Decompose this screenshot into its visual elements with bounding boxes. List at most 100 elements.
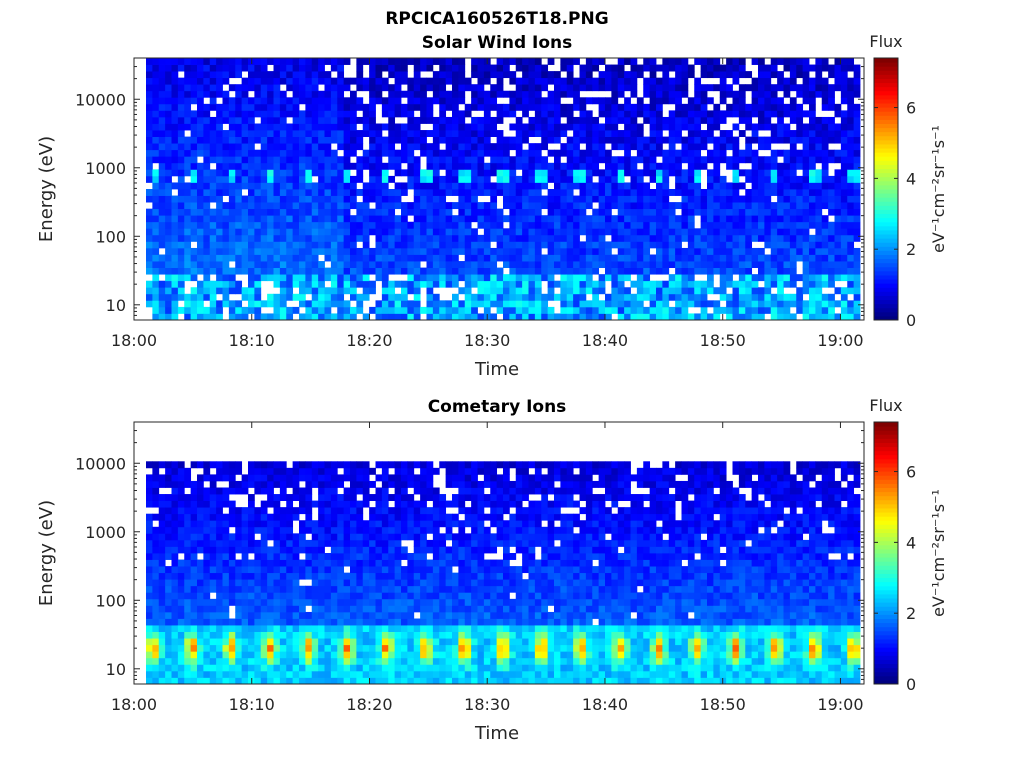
- heat-cell: [260, 97, 268, 105]
- heat-cell: [732, 280, 740, 288]
- heat-cell: [228, 162, 236, 170]
- heat-cell: [241, 293, 249, 301]
- heat-cell: [700, 71, 708, 79]
- heat-cell: [452, 84, 459, 92]
- heat-cell: [432, 136, 440, 144]
- heat-cell: [260, 169, 268, 177]
- colorbar-step: [874, 238, 898, 243]
- heat-cell: [324, 123, 332, 131]
- heat-cell: [165, 625, 172, 632]
- heat-cell: [330, 280, 338, 288]
- heat-cell: [477, 77, 485, 85]
- heat-cell: [209, 247, 217, 255]
- heat-cell: [853, 267, 861, 275]
- heat-cell: [190, 566, 198, 574]
- heat-cell: [248, 64, 255, 72]
- heat-cell: [853, 156, 861, 164]
- heat-cell: [643, 136, 651, 144]
- heat-cell: [643, 234, 651, 242]
- heat-cell: [598, 234, 606, 242]
- heat-cell: [228, 287, 236, 295]
- heat-cell: [146, 116, 153, 124]
- heat-cell: [324, 130, 332, 137]
- heat-cell: [745, 123, 753, 131]
- heat-cell: [241, 625, 249, 632]
- heat-cell: [694, 202, 702, 210]
- heat-cell: [362, 221, 370, 229]
- heat-cell: [286, 566, 294, 574]
- heat-cell: [726, 182, 733, 190]
- heat-cell: [560, 182, 568, 190]
- heat-cell: [356, 143, 364, 151]
- heat-cell: [311, 228, 319, 236]
- heat-cell: [394, 182, 402, 190]
- heat-cell: [375, 149, 383, 157]
- heat-cell: [356, 202, 364, 210]
- heat-cell: [158, 657, 166, 665]
- heat-cell: [228, 228, 236, 236]
- heat-cell: [758, 64, 765, 72]
- colorbar-step: [874, 123, 898, 129]
- heat-cell: [235, 546, 243, 554]
- heat-cell: [254, 467, 262, 475]
- heat-cell: [687, 64, 695, 72]
- heat-cell: [828, 149, 835, 157]
- heat-cell: [560, 280, 568, 288]
- heat-cell: [158, 189, 166, 196]
- heat-cell: [394, 149, 402, 157]
- heat-cell: [248, 208, 255, 216]
- heat-cell: [292, 566, 300, 574]
- heat-cell: [152, 559, 160, 567]
- heat-cell: [254, 162, 262, 170]
- heat-cell: [177, 651, 185, 659]
- heat-cell: [273, 664, 281, 672]
- heat-cell: [630, 143, 638, 151]
- heat-cell: [853, 306, 861, 314]
- heat-cell: [847, 202, 855, 210]
- heat-cell: [758, 110, 765, 118]
- heat-cell: [809, 90, 816, 98]
- heat-cell: [394, 136, 402, 144]
- heat-cell: [209, 474, 217, 482]
- heat-cell: [279, 494, 287, 501]
- heat-cell: [592, 208, 600, 216]
- heat-cell: [184, 84, 192, 92]
- heat-cell: [732, 247, 740, 255]
- heat-cell: [426, 143, 434, 151]
- heat-cell: [483, 90, 491, 98]
- heat-cell: [643, 293, 651, 301]
- heat-cell: [197, 592, 204, 600]
- heat-cell: [273, 136, 281, 144]
- heat-cell: [260, 58, 268, 65]
- heat-cell: [745, 71, 753, 79]
- heat-cell: [350, 77, 357, 85]
- heat-cell: [260, 182, 268, 190]
- heat-cell: [770, 293, 778, 301]
- heat-cell: [547, 103, 555, 111]
- heat-cell: [184, 234, 192, 242]
- heat-cell: [636, 182, 644, 190]
- heat-cell: [579, 123, 587, 131]
- heat-cell: [643, 189, 651, 196]
- heat-cell: [445, 136, 453, 144]
- heat-cell: [643, 215, 651, 223]
- heat-cell: [509, 110, 517, 118]
- heat-cell: [158, 526, 166, 534]
- heat-cell: [330, 182, 338, 190]
- heat-cell: [209, 526, 217, 534]
- heat-cell: [177, 280, 185, 288]
- heat-cell: [815, 58, 823, 65]
- heat-cell: [668, 58, 676, 65]
- heat-cell: [464, 162, 472, 170]
- heat-cell: [758, 221, 765, 229]
- heat-cell: [515, 90, 523, 98]
- heat-cell: [758, 215, 765, 223]
- heat-cell: [362, 182, 370, 190]
- colorbar-step: [874, 180, 898, 186]
- heat-cell: [203, 494, 211, 501]
- heat-cell: [751, 90, 759, 98]
- heat-cell: [146, 208, 153, 216]
- heat-cell: [216, 657, 223, 665]
- heat-cell: [643, 287, 651, 295]
- heat-cell: [279, 461, 287, 469]
